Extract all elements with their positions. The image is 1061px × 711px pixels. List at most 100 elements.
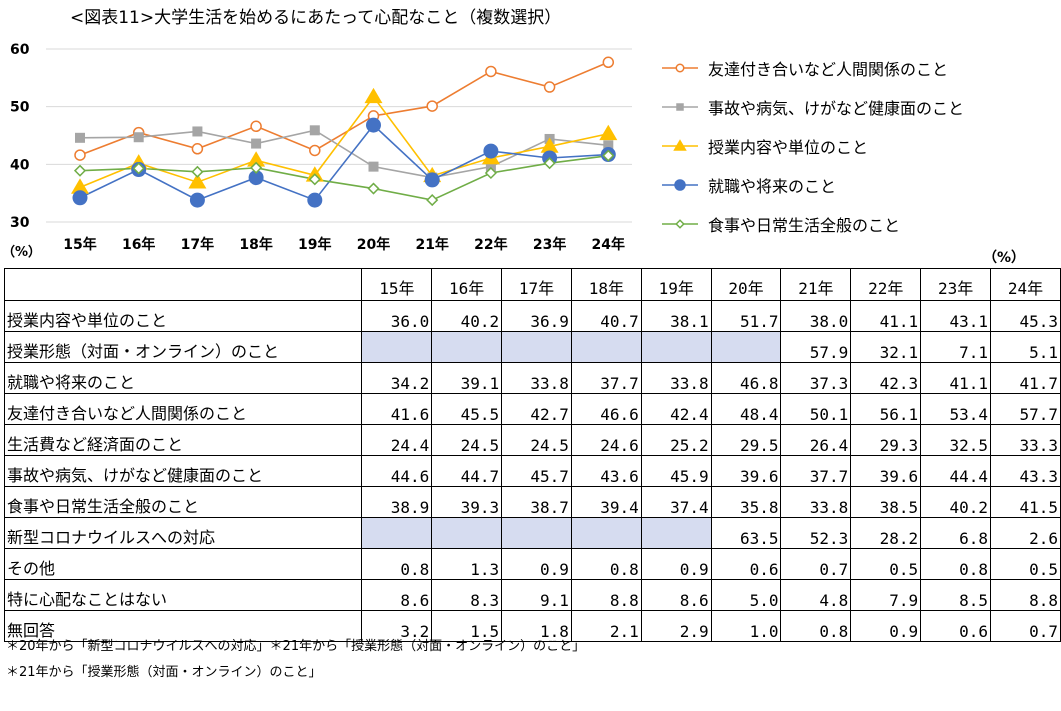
row-label: 友達付き合いなど人間関係のこと	[3, 393, 363, 425]
table-cell: 37.3	[780, 362, 852, 394]
table-cell: 0.8	[780, 610, 852, 642]
data-point	[483, 143, 499, 159]
legend-item: 友達付き合いなど人間関係のこと	[660, 48, 1060, 87]
legend-label: 友達付き合いなど人間関係のこと	[708, 59, 949, 79]
table-year-header: 15年	[361, 268, 433, 301]
table-cell: 24.6	[570, 424, 642, 456]
table-cell: 36.9	[501, 300, 572, 332]
table-cell: 33.8	[640, 362, 712, 394]
table-cell: 7.9	[850, 579, 922, 611]
table-cell: 42.4	[640, 393, 712, 425]
table-cell: 0.8	[920, 548, 991, 580]
legend-item: 授業内容や単位のこと	[660, 126, 1060, 165]
table-cell	[361, 331, 433, 363]
table-cell: 33.3	[990, 424, 1061, 456]
data-point	[251, 138, 262, 149]
table-cell: 6.8	[920, 517, 991, 549]
row-label: 特に心配なことはない	[3, 579, 363, 611]
table-year-header: 22年	[850, 268, 922, 301]
x-tick-label: 24年	[592, 236, 625, 253]
table-cell: 8.3	[431, 579, 503, 611]
table-cell: 45.5	[431, 393, 503, 425]
table-cell: 39.3	[431, 486, 503, 518]
table-cell: 1.5	[431, 610, 503, 642]
legend-label: 就職や将来のこと	[708, 176, 837, 196]
table-cell: 45.9	[640, 455, 712, 487]
legend-item: 食事や日常生活全般のこと	[660, 204, 1060, 243]
row-label: 就職や将来のこと	[3, 362, 363, 394]
y-tick-label: 50	[10, 100, 30, 116]
legend-item: 就職や将来のこと	[660, 165, 1060, 204]
data-point	[364, 87, 383, 104]
data-point	[485, 65, 497, 78]
data-point	[247, 151, 266, 167]
table-row: 事故や病気、けがなど健康面のこと 44.6 44.7 45.7 43.6 45.9 39.6…	[3, 455, 1061, 487]
table-cell: 56.1	[850, 393, 922, 425]
data-point	[426, 100, 438, 112]
table-cell	[361, 517, 433, 549]
table-cell: 5.0	[710, 579, 782, 611]
table-cell: 38.9	[361, 486, 433, 518]
table-cell: 41.7	[990, 362, 1061, 394]
data-point	[368, 161, 379, 172]
table-cell: 46.8	[710, 362, 782, 394]
chart-legend: 友達付き合いなど人間関係のこと 事故や病気、けがなど健康面のこと授業内容や単位のこ…	[660, 48, 1060, 243]
table-cell: 32.1	[850, 331, 922, 363]
table-cell: 42.3	[850, 362, 922, 394]
footnote: ＊20年から「新型コロナウイルスへの対応」＊21年から「授業形態（対面・オンライ…	[6, 639, 586, 654]
x-tick-label: 22年	[474, 236, 507, 253]
table-cell: 8.8	[570, 579, 642, 611]
table-cell: 36.0	[361, 300, 433, 332]
table-row: その他 0.8 1.3 0.9 0.8 0.9 0.6 0.7 0.5 0.8 0.5	[3, 548, 1061, 580]
table-cell: 25.2	[640, 424, 712, 456]
legend-swatch	[662, 102, 698, 111]
data-point	[75, 132, 85, 143]
table-cell: 43.1	[920, 300, 991, 332]
table-cell: 7.1	[920, 331, 991, 363]
data-point	[540, 137, 559, 153]
data-point	[133, 132, 144, 143]
table-cell: 0.5	[850, 548, 922, 580]
row-label: 食事や日常生活全般のこと	[3, 486, 363, 518]
data-point	[366, 117, 381, 133]
legend-label: 事故や病気、けがなど健康面のこと	[708, 98, 965, 118]
table-cell: 53.4	[920, 393, 991, 425]
table-cell	[501, 517, 572, 549]
data-point	[309, 125, 320, 136]
table-row: 授業形態（対面・オンライン）のこと 57.9 32.1 7.1 5.1	[3, 331, 1061, 363]
legend-swatch	[662, 63, 698, 72]
table-cell	[640, 517, 712, 549]
table-cell: 24.5	[501, 424, 572, 456]
legend-swatch	[662, 218, 698, 229]
table-cell	[431, 331, 503, 363]
table-row: 就職や将来のこと 34.2 39.1 33.8 37.7 33.8 46.8 37.3 42.3…	[3, 362, 1061, 394]
data-point	[602, 56, 615, 69]
x-tick-label: 20年	[357, 236, 390, 253]
table-cell: 0.7	[990, 610, 1061, 642]
chart-title: <図表11>大学生活を始めるにあたって心配なこと（複数選択）	[70, 8, 561, 28]
table-row: 生活費など経済面のこと 24.4 24.5 24.5 24.6 25.2 29.5 26.4 2…	[3, 424, 1061, 456]
table-cell: 0.7	[780, 548, 852, 580]
data-point	[602, 149, 615, 162]
table-cell	[431, 517, 503, 549]
table-cell	[501, 331, 572, 363]
data-table: 15年 16年 17年 18年 19年 20年 21年 22年 23年 24年 授業内容や単位のこ…	[3, 268, 1061, 642]
table-cell: 0.8	[570, 548, 642, 580]
table-cell: 51.7	[710, 300, 782, 332]
table-row: 新型コロナウイルスへの対応 63.5 52.3 28.2 6.8 2.6	[3, 517, 1061, 549]
table-row: 食事や日常生活全般のこと 38.9 39.3 38.7 39.4 37.4 35.8 33.8…	[3, 486, 1061, 518]
legend-label: 食事や日常生活全般のこと	[708, 215, 901, 235]
table-cell: 42.7	[501, 393, 572, 425]
data-point	[543, 81, 556, 93]
table-row: 無回答 3.2 1.5 1.8 2.1 2.9 1.0 0.8 0.9 0.6 0.7	[3, 610, 1061, 642]
data-point	[307, 192, 323, 208]
table-cell: 0.9	[850, 610, 922, 642]
table-cell: 39.4	[570, 486, 642, 518]
row-label: 新型コロナウイルスへの対応	[3, 517, 363, 549]
table-cell: 1.0	[710, 610, 782, 642]
data-point	[73, 164, 87, 177]
data-point	[426, 194, 439, 207]
table-cell: 44.7	[431, 455, 503, 487]
table-row: 友達付き合いなど人間関係のこと 41.6 45.5 42.7 46.6 42.4 48.4 5…	[3, 393, 1061, 425]
table-cell: 34.2	[361, 362, 433, 394]
